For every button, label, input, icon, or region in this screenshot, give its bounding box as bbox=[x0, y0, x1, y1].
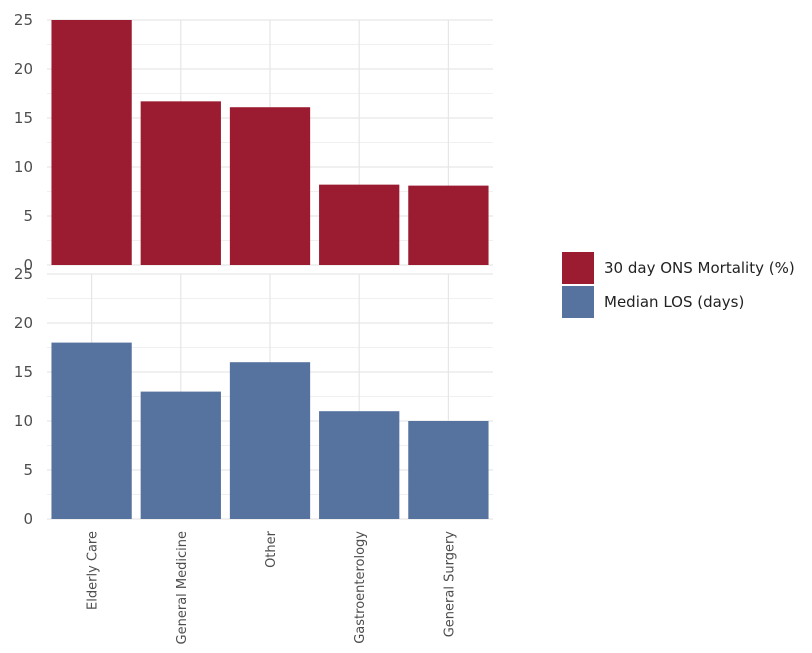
bar-mortality-3 bbox=[319, 184, 400, 265]
bar-los-3 bbox=[319, 411, 400, 519]
bar-los-2 bbox=[229, 362, 311, 519]
legend-swatch-los bbox=[562, 286, 594, 318]
y-tick-label: 10 bbox=[14, 412, 33, 430]
x-tick-label: Elderly Care bbox=[86, 531, 101, 610]
bar-los-0 bbox=[51, 342, 132, 519]
y-tick-label: 20 bbox=[14, 60, 33, 78]
bar-mortality-2 bbox=[229, 107, 311, 265]
y-tick-label: 0 bbox=[23, 256, 33, 274]
legend-label-mortality: 30 day ONS Mortality (%) bbox=[604, 259, 795, 277]
y-tick-label: 20 bbox=[14, 314, 33, 332]
legend-swatch-mortality bbox=[562, 252, 594, 284]
bar-mortality-0 bbox=[51, 20, 132, 265]
legend-item-los: Median LOS (days) bbox=[562, 285, 795, 319]
bar-los-4 bbox=[408, 421, 489, 519]
y-tick-label: 0 bbox=[23, 510, 33, 528]
y-tick-label: 15 bbox=[14, 363, 33, 381]
bar-los-1 bbox=[140, 391, 221, 519]
y-tick-label: 15 bbox=[14, 109, 33, 127]
legend-label-los: Median LOS (days) bbox=[604, 293, 745, 311]
y-tick-label: 25 bbox=[14, 265, 33, 283]
y-tick-label: 25 bbox=[14, 11, 33, 29]
x-tick-label: General Medicine bbox=[175, 531, 190, 644]
y-tick-label: 10 bbox=[14, 158, 33, 176]
legend-item-mortality: 30 day ONS Mortality (%) bbox=[562, 251, 795, 285]
bar-mortality-1 bbox=[140, 101, 221, 265]
x-tick-label: General Surgery bbox=[442, 531, 457, 638]
legend: 30 day ONS Mortality (%) Median LOS (day… bbox=[562, 251, 795, 319]
y-tick-label: 5 bbox=[23, 461, 33, 479]
y-tick-label: 5 bbox=[23, 207, 33, 225]
x-tick-label: Gastroenterology bbox=[353, 531, 368, 644]
bar-mortality-4 bbox=[408, 185, 489, 265]
x-tick-label: Other bbox=[264, 530, 279, 568]
